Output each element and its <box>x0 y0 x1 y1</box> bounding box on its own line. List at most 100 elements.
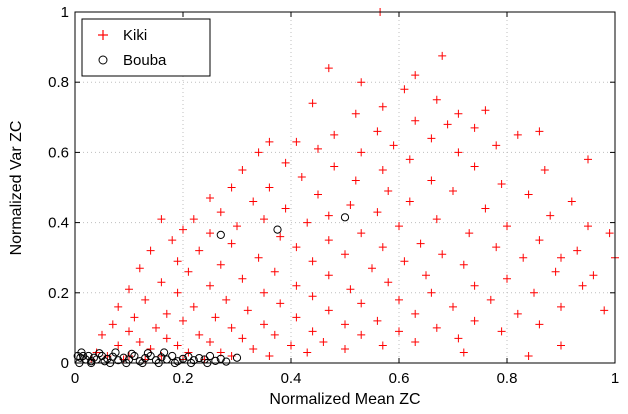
kiki-point <box>270 267 279 276</box>
kiki-point <box>292 281 301 290</box>
kiki-point <box>308 99 317 108</box>
kiki-point <box>292 313 301 322</box>
kiki-point <box>265 137 274 146</box>
bouba-point <box>195 353 204 363</box>
y-tick-label: 0.6 <box>48 144 69 161</box>
kiki-point <box>357 229 366 238</box>
bouba-point <box>222 357 231 366</box>
legend-marker-bouba <box>98 55 108 65</box>
kiki-point <box>395 222 403 231</box>
legend: Kiki Bouba <box>81 18 211 77</box>
legend-marker-kiki <box>98 30 108 40</box>
kiki-point <box>324 271 333 280</box>
kiki-point <box>346 201 355 210</box>
bouba-point <box>84 351 93 361</box>
bouba-point <box>119 353 128 362</box>
y-tick-label: 0.4 <box>48 215 69 232</box>
kiki-point <box>135 264 144 273</box>
kiki-point <box>184 267 193 276</box>
kiki-point <box>513 309 522 318</box>
kiki-point <box>249 197 258 206</box>
kiki-series <box>87 8 619 364</box>
kiki-point <box>535 320 544 329</box>
kiki-point <box>249 344 258 353</box>
kiki-point <box>125 285 133 294</box>
kiki-point <box>470 123 479 132</box>
kiki-point <box>114 341 123 350</box>
bouba-point <box>95 349 104 358</box>
kiki-point <box>368 264 376 273</box>
bouba-point <box>114 356 123 365</box>
kiki-point <box>281 204 290 213</box>
kiki-point <box>524 351 533 360</box>
bouba-point <box>141 353 150 363</box>
kiki-point <box>206 194 214 203</box>
x-tick-label: 0 <box>71 370 79 387</box>
kiki-point <box>405 197 414 206</box>
kiki-point <box>216 208 225 217</box>
kiki-point <box>351 109 360 118</box>
kiki-point <box>260 215 268 224</box>
kiki-point <box>308 292 317 301</box>
kiki-point <box>173 257 182 266</box>
kiki-point <box>492 141 501 150</box>
kiki-point <box>357 330 366 339</box>
kiki-point <box>513 130 522 139</box>
x-tick-label: 1 <box>611 370 619 387</box>
kiki-point <box>162 309 171 318</box>
y-tick-label: 0 <box>61 355 69 372</box>
kiki-point <box>600 306 609 315</box>
kiki-point <box>411 71 420 80</box>
kiki-point <box>427 288 436 297</box>
kiki-point <box>287 341 295 350</box>
kiki-point <box>443 120 452 129</box>
kiki-point <box>270 330 279 339</box>
kiki-point <box>303 218 312 227</box>
kiki-point <box>179 316 187 325</box>
kiki-point <box>351 176 360 185</box>
kiki-point <box>297 172 306 181</box>
x-tick-labels: 0 0.2 0.4 0.6 0.8 1 <box>71 370 619 387</box>
kiki-point <box>357 78 366 87</box>
kiki-point <box>405 155 414 164</box>
kiki-point <box>449 187 457 196</box>
kiki-point <box>449 302 457 311</box>
kiki-point <box>557 253 565 262</box>
kiki-point <box>206 281 214 290</box>
kiki-point <box>346 285 355 294</box>
kiki-point <box>254 148 263 157</box>
legend-label-bouba: Bouba <box>123 52 167 69</box>
kiki-point <box>308 327 317 336</box>
kiki-point <box>557 302 565 311</box>
kiki-point <box>260 320 268 329</box>
kiki-point <box>341 320 349 329</box>
kiki-point <box>573 246 582 255</box>
kiki-point <box>551 267 560 276</box>
kiki-point <box>373 316 382 325</box>
kiki-point <box>173 341 182 350</box>
kiki-point <box>195 330 204 339</box>
y-axis-label: Normalized Var ZC <box>8 121 25 256</box>
kiki-point <box>389 141 398 150</box>
kiki-point <box>173 288 182 297</box>
bouba-point <box>160 348 169 357</box>
kiki-point <box>454 148 463 157</box>
bouba-point <box>111 348 120 357</box>
kiki-point <box>357 299 366 308</box>
kiki-point <box>157 278 166 287</box>
kiki-point <box>470 316 479 325</box>
kiki-point <box>470 281 479 290</box>
kiki-point <box>227 351 236 360</box>
kiki-point <box>395 295 403 304</box>
kiki-point <box>227 239 236 248</box>
kiki-point <box>238 274 247 283</box>
kiki-point <box>427 134 436 143</box>
kiki-point <box>330 162 339 171</box>
kiki-point <box>378 165 387 174</box>
kiki-point <box>260 288 268 297</box>
kiki-point <box>276 299 285 308</box>
kiki-point <box>557 341 565 350</box>
bouba-point <box>77 348 86 357</box>
kiki-point <box>179 225 187 234</box>
bouba-point <box>189 356 198 365</box>
